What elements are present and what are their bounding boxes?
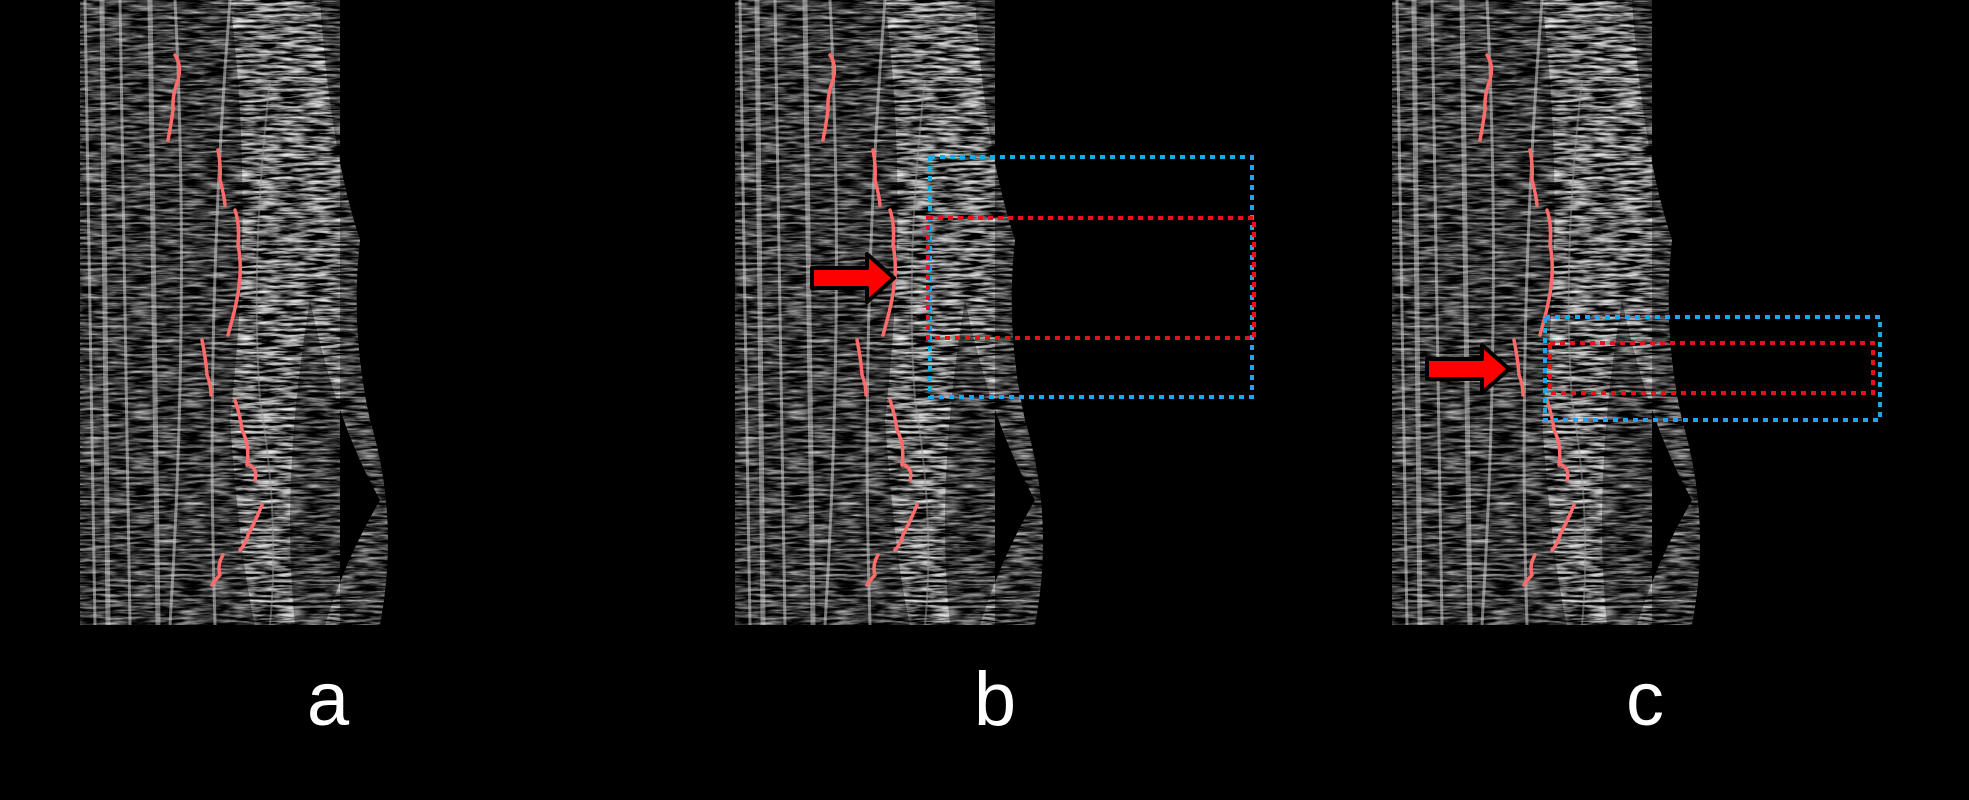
red-region-box (1548, 341, 1875, 395)
panel-label-a: a (306, 657, 350, 742)
blue-region-box (1543, 315, 1882, 422)
panel-b-region-boxes (926, 155, 1256, 399)
panel-c-region-boxes (1543, 315, 1882, 422)
panel-label-b: b (973, 657, 1017, 742)
panel-b-image (735, 0, 1043, 625)
red-region-box (926, 216, 1256, 340)
panel-a-image (80, 0, 388, 625)
panel-label-c: c (1626, 657, 1664, 742)
panel-c-image (1392, 0, 1700, 625)
